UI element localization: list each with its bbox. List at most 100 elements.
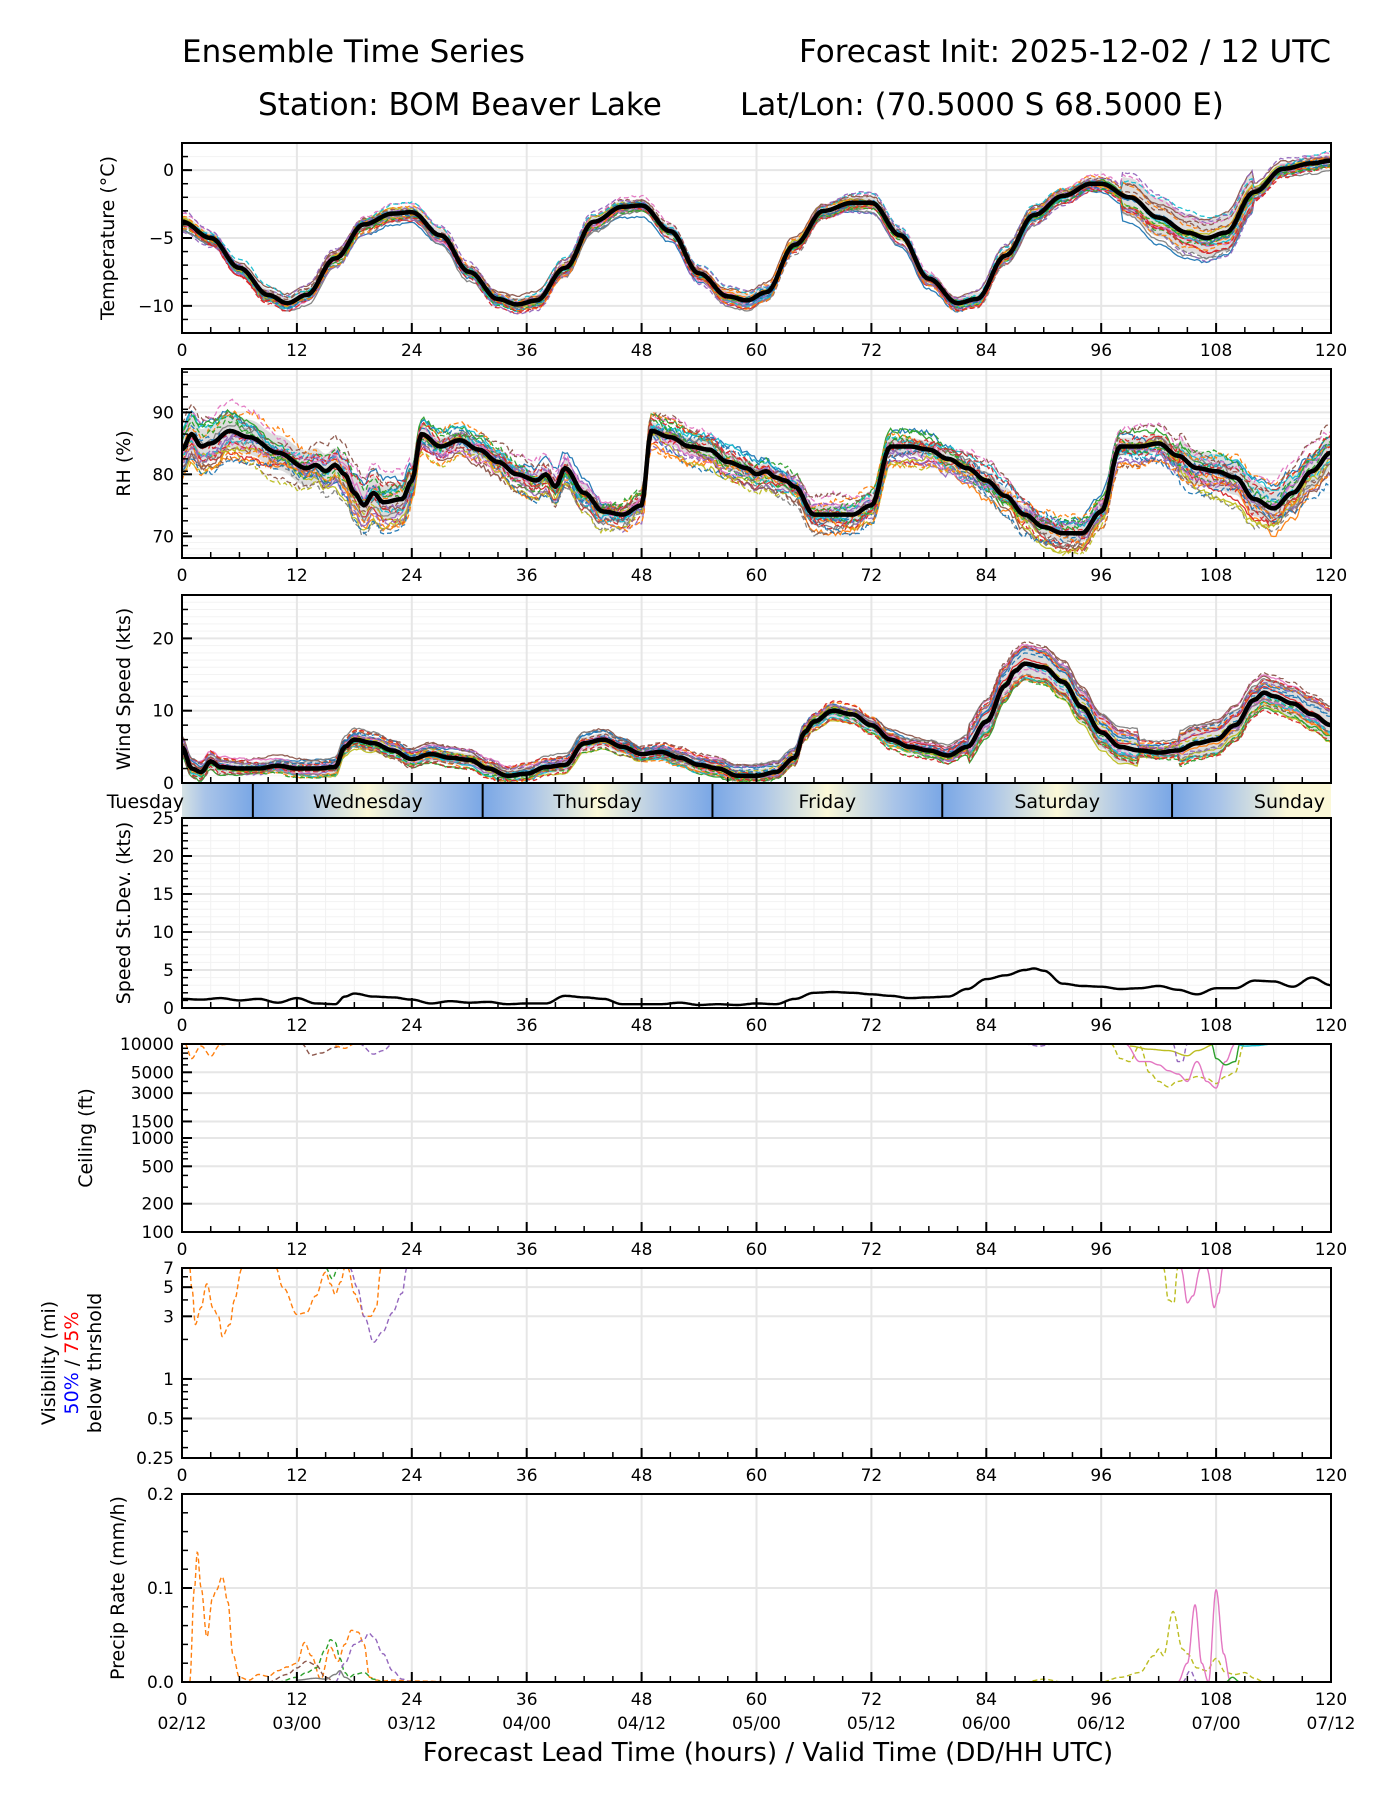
x-tick-label: 48 — [631, 1240, 653, 1260]
series-line-member-yellow — [1110, 1044, 1246, 1088]
x-tick-label: 36 — [516, 1240, 538, 1260]
x-tick-label: 12 — [286, 566, 308, 586]
ensemble-member-line — [182, 646, 1331, 770]
y-tick-label: 0 — [163, 774, 174, 794]
series-line-member-pink — [1125, 1044, 1236, 1089]
series-line-member-purple-2 — [1182, 1670, 1198, 1682]
y-tick-label: 1 — [163, 1370, 174, 1390]
y-axis-label: Temperature (°C) — [97, 156, 119, 321]
ensemble-member-line — [182, 169, 1331, 312]
ensemble-member-line — [182, 163, 1331, 315]
y-tick-label: −10 — [138, 297, 174, 317]
plot-area-rh — [182, 398, 1331, 557]
x-valid-time-label: 04/12 — [617, 1714, 666, 1734]
x-tick-label: 108 — [1200, 341, 1232, 361]
y-tick-label: −5 — [149, 229, 174, 249]
x-tick-label: 108 — [1200, 1240, 1232, 1260]
x-tick-label: 48 — [631, 341, 653, 361]
x-tick-label: 48 — [631, 1466, 653, 1486]
ensemble-member-line — [182, 423, 1331, 527]
x-axis-label: Forecast Lead Time (hours) / Valid Time … — [422, 1738, 1114, 1768]
x-valid-time-label: 07/00 — [1192, 1714, 1241, 1734]
day-band — [182, 784, 1331, 818]
y-tick-label: 25 — [152, 809, 174, 829]
y-tick-label: 5000 — [131, 1063, 174, 1083]
series-line-member-brown — [301, 1044, 345, 1056]
x-tick-label: 96 — [1090, 1016, 1112, 1036]
x-tick-label: 36 — [516, 1466, 538, 1486]
x-tick-label: 12 — [286, 1466, 308, 1486]
ensemble-member-line — [182, 425, 1331, 540]
x-tick-label: 120 — [1315, 1016, 1347, 1036]
series-line-member-brown — [268, 1660, 336, 1682]
vis-75-label: 75% — [61, 1312, 83, 1354]
y-tick-label: 3000 — [131, 1084, 174, 1104]
series-line-member-olive — [1129, 1044, 1217, 1057]
x-tick-label: 0 — [177, 566, 188, 586]
panel-precip_rate: 0 12 24 36 48 60 72 84 96 108 120 02/12 03/00 03/12 04… — [107, 1485, 1356, 1734]
x-tick-label: 24 — [401, 1690, 423, 1710]
y-tick-label: 70 — [152, 527, 174, 547]
x-tick-label: 72 — [861, 1016, 883, 1036]
day-label-wednesday: Wednesday — [313, 791, 423, 813]
x-tick-label: 108 — [1200, 1466, 1232, 1486]
x-tick-label: 72 — [861, 1240, 883, 1260]
x-valid-time-label: 03/00 — [272, 1714, 321, 1734]
x-tick-label: 24 — [401, 1466, 423, 1486]
x-tick-label: 60 — [746, 1690, 768, 1710]
day-label-sunday: Sunday — [1254, 791, 1325, 813]
x-tick-label: 24 — [401, 1240, 423, 1260]
y-tick-label: 0.25 — [136, 1449, 174, 1469]
y-tick-label: 10 — [152, 923, 174, 943]
series-line-member-orange — [182, 1551, 470, 1682]
day-label-tuesday: Tuesday — [106, 791, 184, 813]
y-axis-label: RH (%) — [113, 430, 135, 496]
series-line-member-orange — [184, 1044, 230, 1060]
ensemble-member-line — [182, 166, 1331, 313]
y-tick-label: 200 — [142, 1195, 174, 1215]
x-tick-label: 60 — [746, 341, 768, 361]
y-axis-label-threshold: below thrshold — [84, 1293, 106, 1433]
y-tick-label: 1500 — [131, 1112, 174, 1132]
panel-rh: 0 12 24 36 48 60 72 84 96 108 120 70 80 90 RH (%) — [113, 368, 1347, 586]
x-valid-time-label: 03/12 — [387, 1714, 436, 1734]
x-tick-label: 0 — [177, 341, 188, 361]
panel-day_band: Tuesday Wednesday Thursday Friday Saturday Su… — [106, 784, 1331, 818]
series-line-member-pink — [1180, 1268, 1224, 1309]
x-tick-label: 48 — [631, 566, 653, 586]
station-label: Station: BOM Beaver Lake — [258, 87, 662, 123]
y-tick-label: 5 — [163, 1278, 174, 1298]
x-tick-label: 0 — [177, 1016, 188, 1036]
x-tick-label: 12 — [286, 1690, 308, 1710]
ensemble-member-line — [182, 150, 1331, 302]
y-tick-label: 15 — [152, 885, 174, 905]
ensemble-member-line — [182, 398, 1331, 538]
y-tick-label: 10 — [152, 702, 174, 722]
y-tick-label: 1000 — [131, 1129, 174, 1149]
day-label-saturday: Saturday — [1014, 791, 1100, 813]
x-tick-label: 84 — [975, 566, 997, 586]
ensemble-member-line — [182, 432, 1331, 538]
series-line-member-purple — [359, 1044, 393, 1055]
y-tick-label: 0.2 — [147, 1485, 174, 1505]
day-label-friday: Friday — [799, 791, 857, 813]
series-line-member-green — [277, 1639, 393, 1682]
x-tick-label: 96 — [1090, 1690, 1112, 1710]
vis-50-label: 50% — [61, 1372, 83, 1414]
series-line-member-yellow — [1024, 1610, 1264, 1682]
x-tick-label: 108 — [1200, 1690, 1232, 1710]
x-tick-label: 60 — [746, 1466, 768, 1486]
x-tick-label: 0 — [177, 1466, 188, 1486]
series-line-member-purple — [334, 1632, 412, 1682]
x-tick-label: 36 — [516, 566, 538, 586]
x-tick-label: 36 — [516, 1016, 538, 1036]
ensemble-member-line — [182, 417, 1331, 533]
x-tick-label: 120 — [1315, 1690, 1347, 1710]
x-tick-label: 96 — [1090, 341, 1112, 361]
x-tick-label: 12 — [286, 1016, 308, 1036]
x-tick-label: 24 — [401, 566, 423, 586]
vis-sep: / — [61, 1354, 83, 1372]
day-label-thursday: Thursday — [552, 791, 641, 813]
ensemble-mean-line — [182, 158, 1331, 307]
panel-wind_speed: 0 10 20 Wind Speed (kts) — [113, 594, 1332, 794]
